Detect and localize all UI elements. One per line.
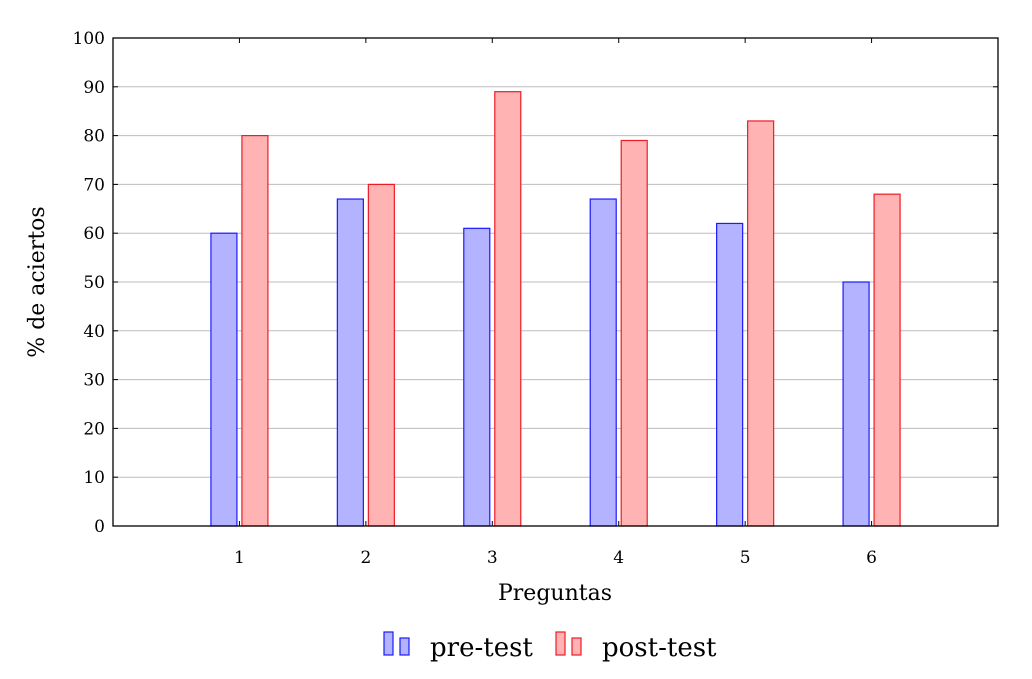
y-tick-label: 70 — [83, 175, 105, 195]
bar-post-test-3 — [494, 91, 522, 527]
bar-post-test-1 — [241, 135, 269, 527]
bar-pre-test-6 — [842, 281, 870, 527]
legend-swatch — [571, 637, 582, 656]
legend-swatch — [399, 637, 410, 656]
y-tick-label: 40 — [83, 322, 105, 342]
y-tick-label: 60 — [83, 224, 105, 244]
bar-post-test-4 — [620, 139, 648, 527]
y-tick-label: 80 — [83, 127, 105, 147]
bar-pre-test-1 — [210, 232, 238, 527]
y-tick-label: 20 — [83, 419, 105, 439]
bar-pre-test-3 — [463, 227, 491, 527]
legend-swatch — [555, 631, 566, 656]
bar-post-test-2 — [367, 183, 395, 527]
x-tick-label: 5 — [740, 548, 751, 568]
y-axis-title: % de aciertos — [25, 206, 50, 357]
x-tick-label: 4 — [613, 548, 624, 568]
x-axis: 1 2 3 4 5 6 — [234, 38, 877, 568]
bar-pre-test-4 — [589, 198, 617, 527]
y-tick-label: 30 — [83, 371, 105, 391]
bar-post-test-5 — [747, 120, 775, 527]
x-axis-title: Preguntas — [498, 581, 612, 606]
x-tick-label: 2 — [360, 548, 371, 568]
x-tick-label: 3 — [487, 548, 498, 568]
y-tick-label: 100 — [73, 29, 105, 49]
y-axis: 0 10 20 30 40 50 60 70 80 90 100 — [73, 29, 998, 537]
bar-post-test-6 — [873, 193, 901, 527]
bar-pre-test-5 — [716, 222, 744, 527]
y-tick-label: 10 — [83, 468, 105, 488]
legend-label: pre-test — [430, 633, 533, 663]
legend-item-post-test: post-test — [555, 631, 717, 663]
legend: pre-test post-test — [383, 631, 717, 663]
legend-swatch — [383, 631, 394, 656]
x-tick-label: 1 — [234, 548, 245, 568]
legend-label: post-test — [602, 633, 717, 663]
bar-pre-test-2 — [336, 198, 364, 527]
y-tick-label: 0 — [94, 517, 105, 537]
x-tick-label: 6 — [866, 548, 877, 568]
y-tick-label: 50 — [83, 273, 105, 293]
y-tick-label: 90 — [83, 78, 105, 98]
legend-item-pre-test: pre-test — [383, 631, 533, 663]
bars — [210, 91, 901, 527]
